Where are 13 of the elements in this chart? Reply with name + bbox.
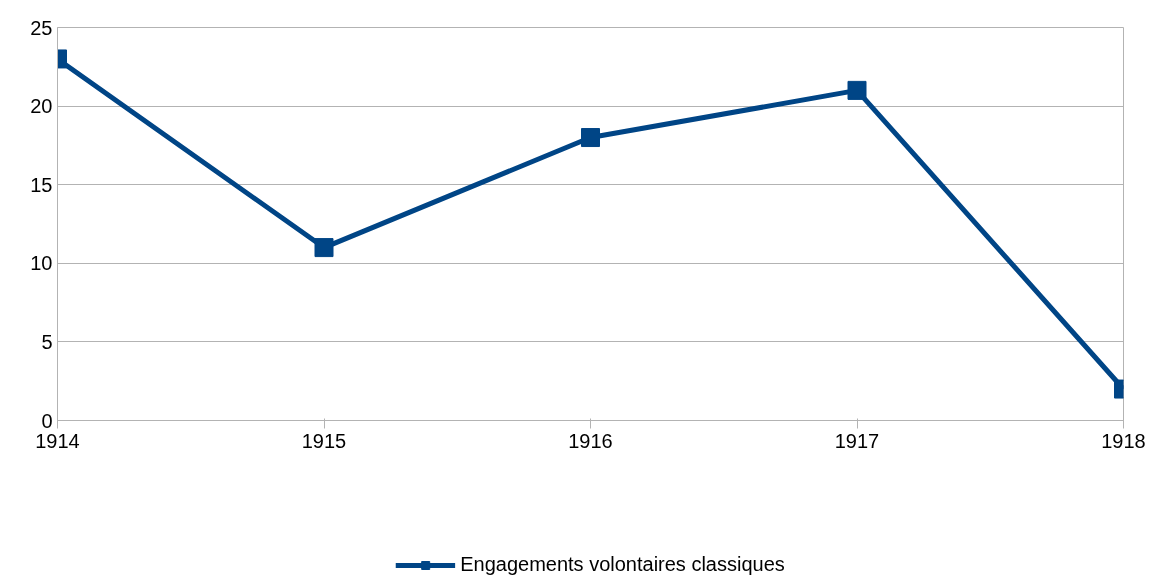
y-tick-label: 20 — [30, 95, 53, 118]
y-tick-label: 25 — [30, 16, 53, 39]
x-tick-label: 1915 — [301, 429, 347, 452]
x-tick-label: 1916 — [568, 429, 613, 452]
x-tick-label: 1917 — [834, 429, 880, 452]
y-tick-label: 10 — [30, 252, 53, 275]
y-tick-label: 15 — [30, 173, 53, 196]
legend-label: Engagements volontaires classiques — [460, 553, 785, 576]
y-tick-label: 0 — [41, 409, 53, 432]
y-tick-label: 5 — [41, 330, 53, 353]
x-tick-label: 1914 — [35, 429, 80, 452]
x-tick-label: 1918 — [1101, 429, 1146, 452]
point — [581, 128, 600, 148]
